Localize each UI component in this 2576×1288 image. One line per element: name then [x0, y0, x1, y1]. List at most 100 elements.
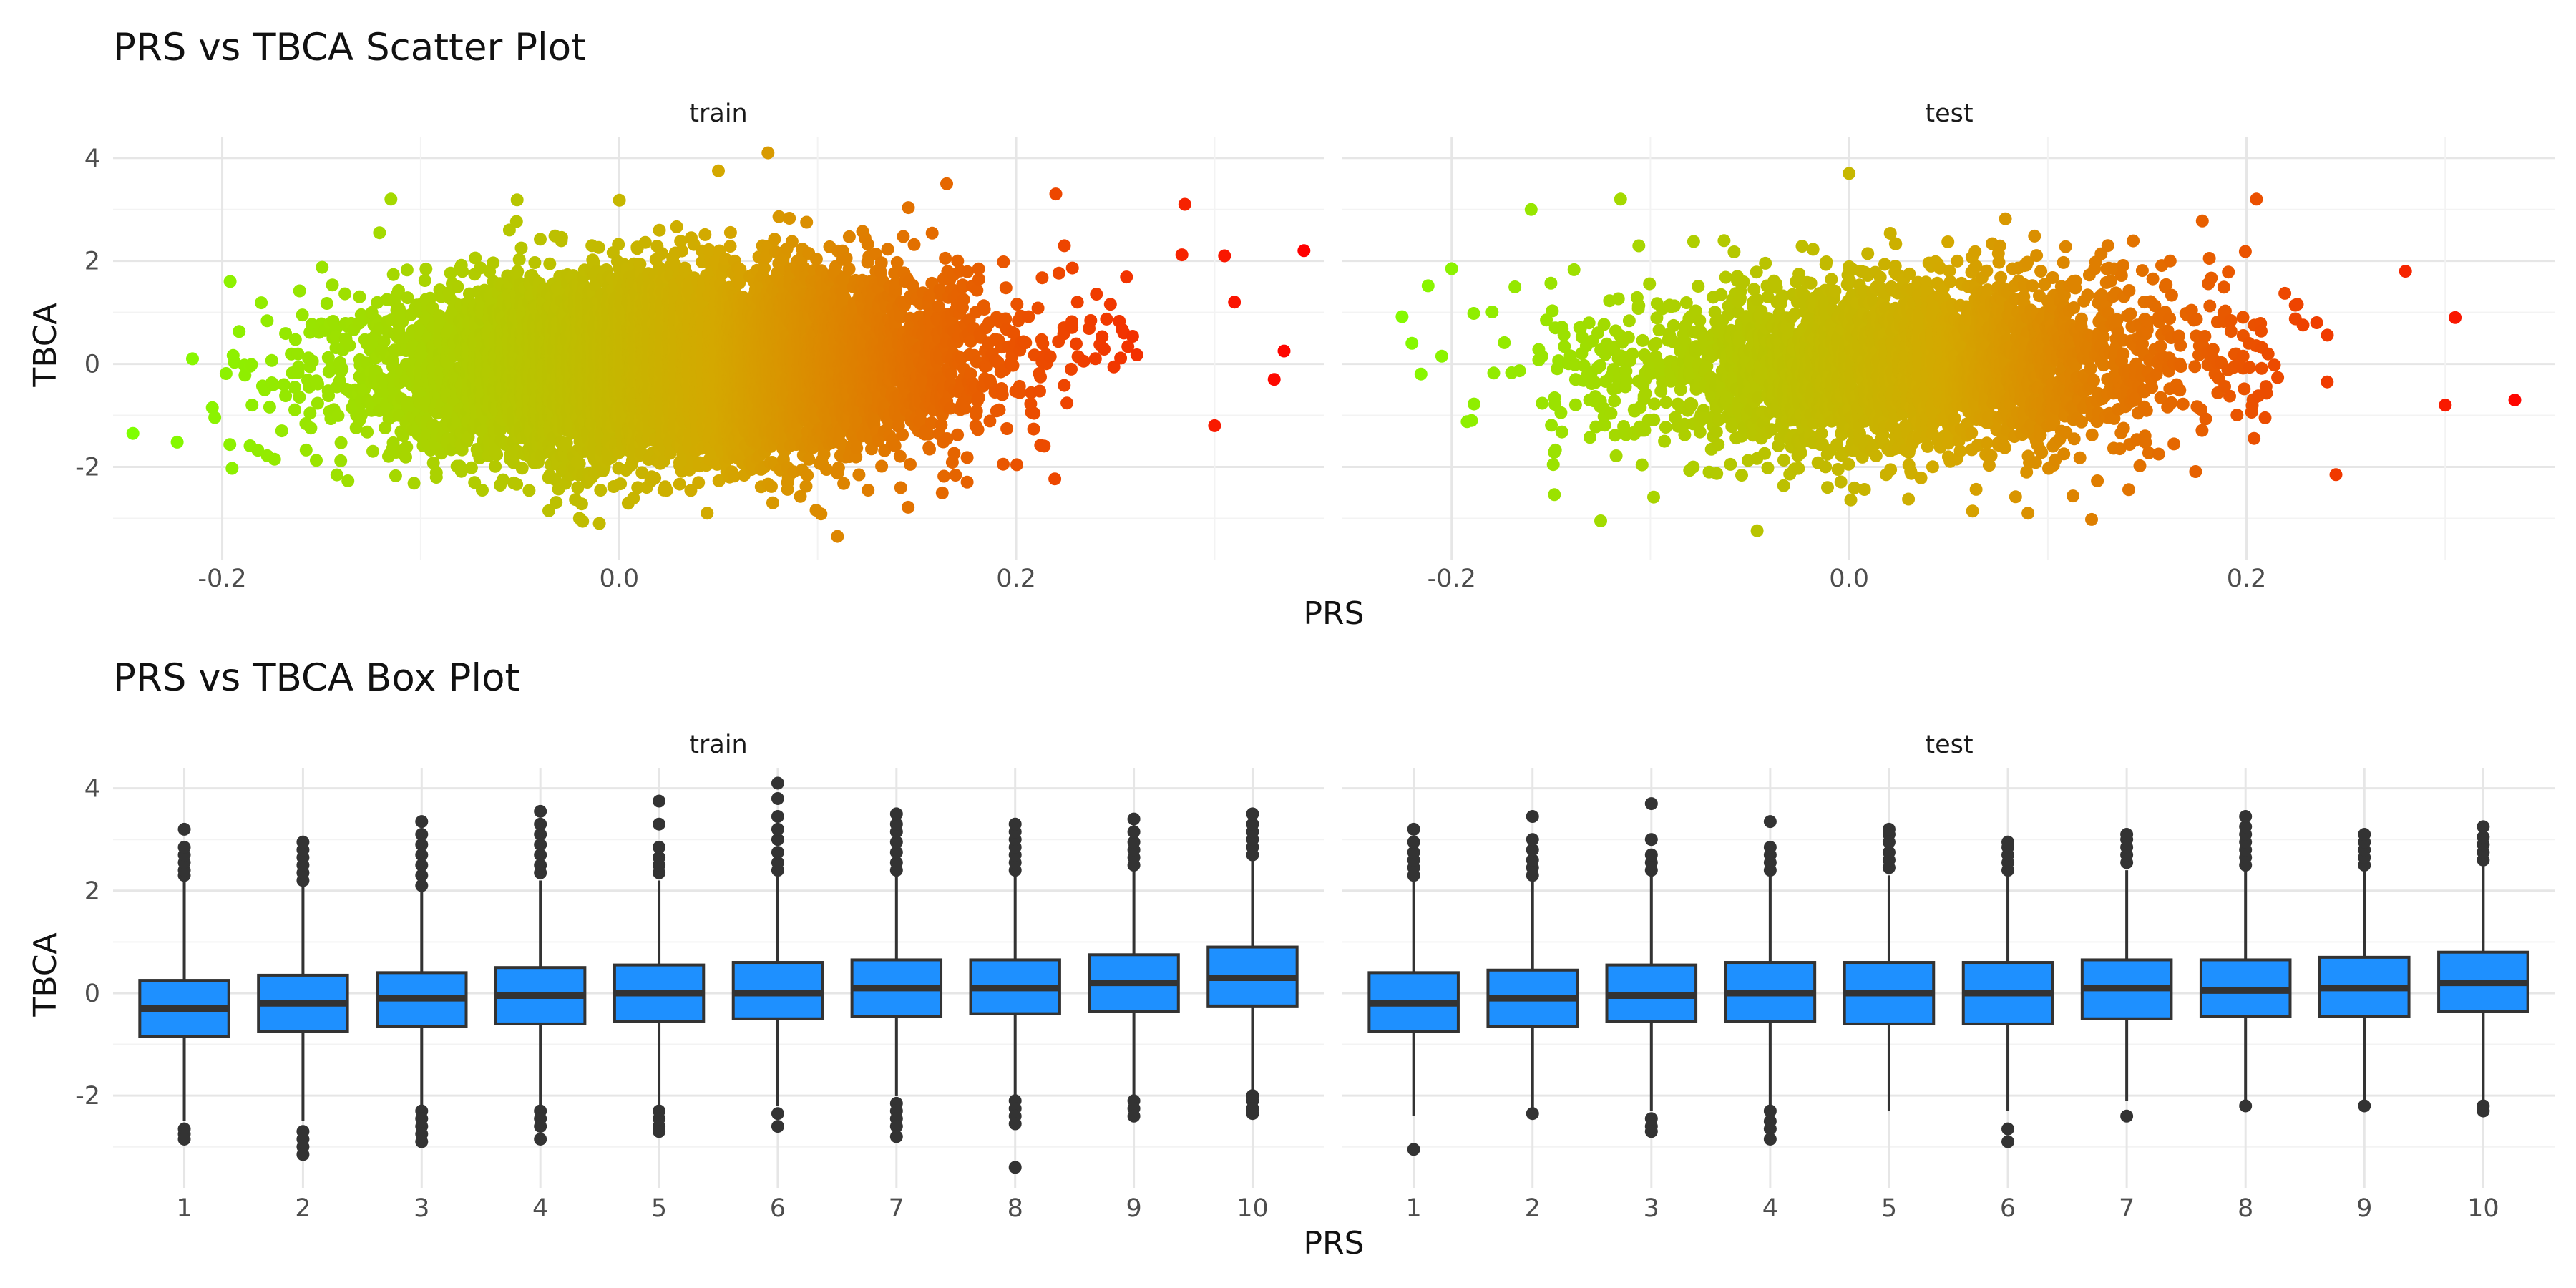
- scatter-point: [366, 444, 379, 458]
- scatter-point: [293, 284, 306, 298]
- scatter-point: [456, 265, 469, 278]
- scatter-point: [186, 352, 199, 366]
- scatter-point: [389, 469, 402, 482]
- scatter-point: [594, 484, 608, 497]
- scatter-point: [612, 238, 625, 251]
- scatter-point: [355, 408, 369, 421]
- scatter-point: [341, 474, 355, 487]
- scatter-point: [660, 484, 673, 497]
- scatter-facet-test-label: test: [1925, 99, 1973, 128]
- scatter-point: [322, 389, 336, 402]
- scatter-point: [268, 452, 281, 466]
- scatter-point: [326, 278, 339, 292]
- scatter-point: [170, 435, 184, 449]
- scatter-point: [433, 309, 447, 323]
- scatter-point: [399, 450, 412, 464]
- scatter-point: [490, 448, 504, 462]
- scatter-point: [279, 327, 293, 341]
- scatter-point: [648, 472, 662, 485]
- scatter-point: [265, 353, 278, 367]
- scatter-point: [451, 280, 464, 293]
- scatter-point: [512, 253, 526, 266]
- scatter-panel-train: [113, 137, 1324, 560]
- scatter-point: [400, 263, 414, 277]
- scatter-point: [311, 377, 324, 391]
- scatter-point: [670, 220, 683, 233]
- scatter-point: [288, 403, 301, 416]
- scatter-point: [311, 396, 324, 410]
- scatter-point: [373, 226, 386, 240]
- scatter-point: [476, 484, 489, 497]
- scatter-point: [543, 257, 557, 270]
- scatter-facet-train-label: train: [689, 99, 747, 128]
- scatter-point: [316, 260, 329, 274]
- scatter-point: [444, 266, 457, 280]
- scatter-point: [267, 378, 280, 391]
- scatter-point: [296, 308, 309, 322]
- scatter-point: [263, 400, 276, 414]
- scatter-point: [336, 362, 349, 376]
- scatter-point: [321, 351, 335, 364]
- scatter-point: [292, 360, 306, 374]
- scatter-point: [497, 473, 509, 487]
- scatter-point: [407, 477, 421, 490]
- scatter-point: [245, 399, 259, 412]
- scatter-point: [576, 514, 590, 528]
- scatter-point: [419, 262, 433, 275]
- scatter-point: [303, 406, 317, 420]
- scatter-point: [522, 484, 536, 497]
- scatter-point: [509, 215, 523, 228]
- scatter-point: [426, 457, 440, 469]
- scatter-point: [614, 477, 628, 491]
- scatter-point: [515, 462, 529, 475]
- scatter-point: [223, 275, 237, 288]
- scatter-point: [424, 291, 437, 305]
- scatter-point: [592, 240, 605, 254]
- scatter-point: [306, 354, 319, 368]
- scatter-point: [392, 283, 405, 297]
- scatter-point: [514, 241, 528, 255]
- scatter-point: [464, 461, 478, 474]
- scatter-point: [228, 356, 241, 369]
- scatter-point: [429, 466, 443, 479]
- scatter-point: [304, 421, 318, 435]
- scatter-point: [225, 462, 239, 475]
- scatter-point: [223, 438, 237, 452]
- scatter-point: [310, 454, 323, 467]
- scatter-point: [528, 256, 542, 269]
- scatter-point: [330, 468, 343, 482]
- scatter-point: [613, 193, 626, 207]
- scatter-point: [277, 378, 291, 391]
- scatter-point: [361, 425, 374, 439]
- scatter-point: [288, 333, 302, 346]
- scatter-point: [279, 389, 293, 403]
- scatter-point: [288, 381, 301, 394]
- scatter-point: [638, 235, 652, 249]
- scatter-point: [653, 223, 666, 237]
- scatter-point: [208, 411, 222, 424]
- scatter-point: [426, 418, 440, 431]
- scatter-point: [489, 459, 502, 473]
- scatter-point: [338, 287, 352, 301]
- scatter-point: [299, 443, 313, 457]
- scatter-plot-title: PRS vs TBCA Scatter Plot: [113, 26, 586, 69]
- scatter-point: [534, 233, 547, 246]
- scatter-point: [575, 497, 588, 511]
- scatter-point: [384, 192, 398, 206]
- scatter-point: [401, 291, 414, 305]
- scatter-point: [550, 496, 563, 509]
- scatter-point: [334, 454, 348, 467]
- scatter-point: [275, 424, 288, 438]
- scatter-point: [126, 426, 140, 440]
- scatter-point: [371, 296, 384, 309]
- scatter-point: [675, 244, 688, 258]
- scatter-point: [233, 325, 246, 338]
- scatter-point: [386, 268, 400, 281]
- scatter-point: [510, 477, 524, 491]
- scatter-point: [673, 477, 686, 491]
- scatter-point: [418, 274, 431, 287]
- scatter-point: [205, 401, 219, 414]
- scatter-point: [487, 256, 500, 270]
- scatter-point: [510, 193, 524, 207]
